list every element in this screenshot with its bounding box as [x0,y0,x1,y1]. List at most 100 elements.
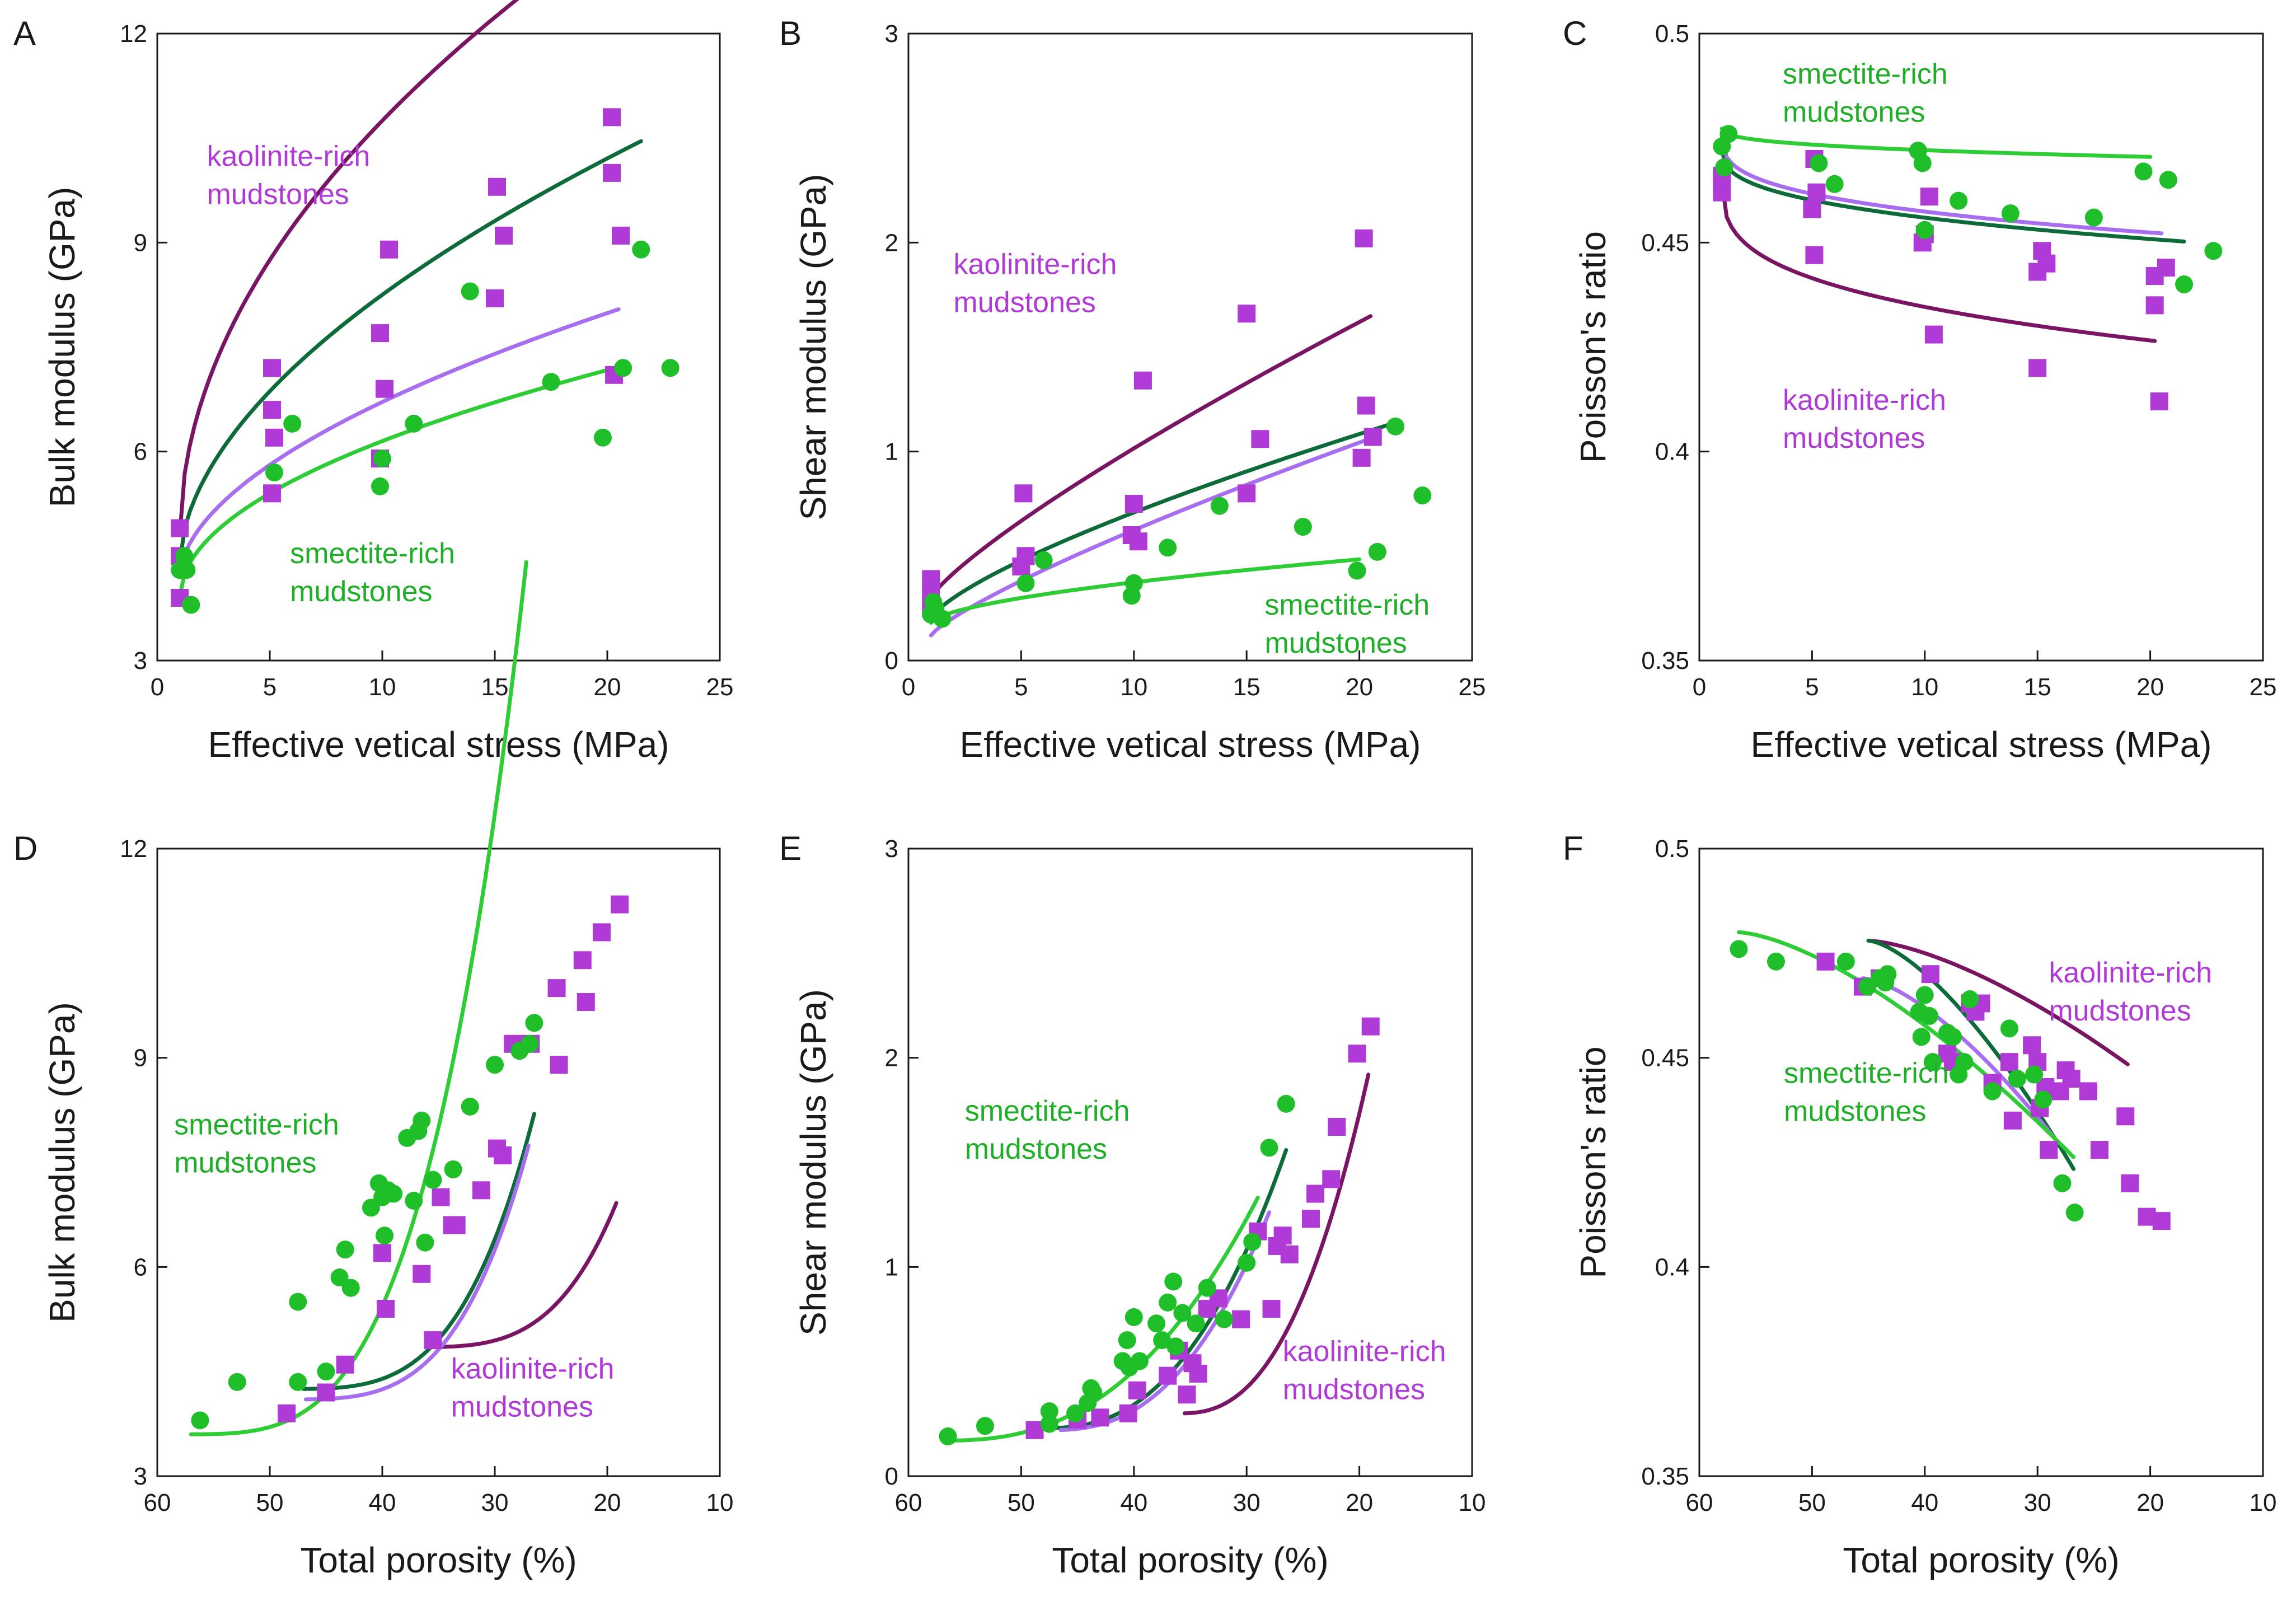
smectite-data-point [486,1056,504,1074]
panel-letter: B [779,15,802,52]
y-axis-title: Shear modulus (GPa) [793,989,833,1336]
smectite-data-point [385,1184,403,1203]
kaolinite-data-point [2152,1212,2171,1230]
kaolinite-data-point [1091,1408,1109,1427]
smectite-data-point [1198,1279,1216,1297]
smectite-data-point [1348,561,1366,580]
kaolinite-data-point [380,240,399,259]
kaolinite-data-point [377,1300,395,1318]
smectite-data-point [424,1170,442,1189]
plot-frame [1698,848,2264,1477]
x-tick-label: 30 [2024,1489,2051,1516]
smectite-data-point [1368,542,1386,561]
smectite-data-point [362,1198,380,1217]
smectite-data-point [1961,990,1979,1009]
x-tick-label: 40 [369,1489,396,1516]
smectite-data-point [405,1192,423,1210]
smectite-annotation: smectite-rich [290,537,455,570]
smectite-data-point [1944,1028,1962,1046]
kaolinite-data-point [611,895,629,914]
x-tick-label: 20 [2136,673,2164,701]
smectite-annotation: mudstones [965,1133,1107,1165]
smectite-data-point [289,1373,307,1391]
smectite-data-point [1913,154,1932,172]
x-tick-label: 60 [895,1489,922,1516]
smectite-data-point [1294,518,1312,536]
smectite-data-point [317,1362,335,1381]
kaolinite-annotation: mudstones [954,286,1096,319]
x-tick-label: 0 [1693,673,1706,701]
kaolinite-data-point [1713,183,1731,202]
x-tick-label: 40 [1911,1489,1938,1516]
smectite-data-point [1187,1314,1205,1333]
smectite-data-point [341,1279,360,1297]
smectite-data-point [1413,486,1432,505]
kaolinite-data-point [1014,484,1033,503]
x-tick-label: 20 [1346,673,1373,701]
kaolinite-data-point [371,324,389,343]
kaolinite-data-point [603,108,621,127]
smectite-data-point [1915,221,1934,239]
smectite-data-point [1730,940,1748,958]
fit-curve [1719,127,2153,159]
y-tick-label: 2 [885,229,898,256]
y-tick-label: 0.4 [1655,438,1689,466]
kaolinite-data-point [592,923,611,942]
x-tick-label: 0 [902,673,915,701]
kaolinite-data-point [424,1331,442,1350]
x-tick-label: 5 [1014,673,1028,701]
smectite-annotation: smectite-rich [965,1095,1130,1127]
kaolinite-data-point [577,993,595,1012]
smectite-data-point [1118,1331,1136,1350]
smectite-data-point [1084,1383,1103,1402]
smectite-data-point [521,1034,539,1053]
smectite-annotation: mudstones [1784,1095,1926,1128]
kaolinite-data-point [2062,1070,2081,1088]
smectite-data-point [1153,1331,1172,1350]
fit-curve [929,421,1395,621]
kaolinite-data-point [447,1216,466,1234]
panel-a: A 0 5 10 15 20 25 3 6 9 12 Effective vetical stress… [13,0,733,765]
x-tick-label: 10 [369,673,396,701]
x-tick-label: 30 [1233,1489,1261,1516]
kaolinite-annotation: mudstones [207,178,349,210]
x-axis-title: Effective vetical stress (MPa) [1751,724,2212,765]
fit-curve [189,560,528,1436]
x-tick-label: 10 [1911,673,1938,701]
kaolinite-data-point [2023,1036,2041,1055]
x-axis-title: Total porosity (%) [300,1540,577,1580]
y-axis-title: Bulk modulus (GPa) [42,187,82,508]
smectite-data-point [1878,965,1897,984]
smectite-data-point [593,428,612,447]
smectite-data-point [416,1233,434,1252]
smectite-data-point [461,282,479,301]
y-tick-label: 12 [120,835,147,863]
x-tick-label: 5 [263,673,277,701]
y-tick-label: 0.4 [1655,1253,1689,1281]
y-tick-label: 1 [885,1253,898,1281]
plot-frame [907,848,1473,1477]
x-tick-label: 20 [594,1489,621,1516]
kaolinite-data-point [1133,371,1152,390]
smectite-data-point [461,1097,479,1116]
smectite-data-point [1920,1006,1938,1025]
smectite-data-point [2034,1090,2053,1109]
x-axis-title: Effective vetical stress (MPa) [208,724,669,765]
smectite-data-point [2065,1204,2084,1222]
kaolinite-data-point [1921,965,1939,984]
smectite-data-point [177,561,196,579]
smectite-data-point [1016,574,1035,592]
y-tick-label: 0.45 [1641,1045,1689,1072]
smectite-data-point [1040,1402,1058,1421]
smectite-data-point [939,1427,957,1446]
kaolinite-data-point [1273,1226,1292,1245]
panel-f: F 60 50 40 30 20 10 0.35 0.4 0.45 0.5 Total porosit… [1563,830,2276,1580]
y-tick-label: 0.35 [1641,1463,1689,1490]
y-tick-label: 9 [134,229,147,256]
y-tick-label: 0.5 [1655,835,1689,863]
smectite-data-point [1260,1139,1278,1157]
kaolinite-data-point [376,380,394,398]
kaolinite-data-point [1238,484,1256,503]
smectite-data-point [405,414,423,433]
